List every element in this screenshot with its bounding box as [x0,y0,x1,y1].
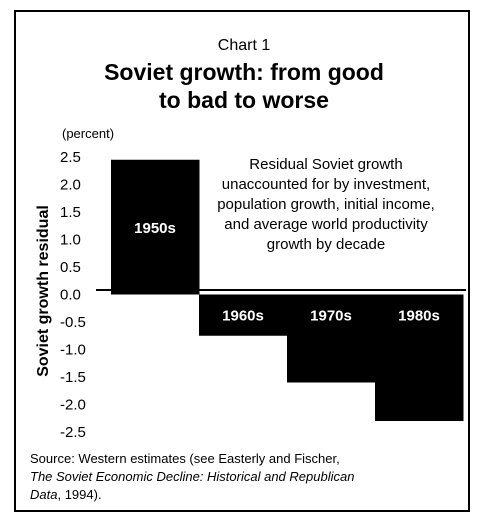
bar-1960s [199,294,288,336]
y-axis-ticks: 2.5 2.0 1.5 1.0 0.5 0.0 -0.5 -1.0 -1.5 -2.0 -2.5 [60,149,86,441]
y-tick-label: 0.5 [60,259,81,276]
bar-1980s [375,294,464,421]
y-tick-label: 2.5 [60,149,81,166]
y-tick-label: -0.5 [60,314,86,331]
bar-label-1960s: 1960s [222,308,264,325]
bar-label-1970s: 1970s [310,308,352,325]
bar-label-1980s: 1980s [398,308,440,325]
bar-1950s [111,159,200,295]
chart-title-line-2: to bad to worse [159,87,329,113]
annotation: Residual Soviet growth unaccounted for by… [217,156,435,253]
chart-title-line-1: Soviet growth: from good [104,59,384,85]
annotation-line: and average world productivity [224,216,428,233]
y-tick-label: -1.5 [60,369,86,386]
bar-label-1950s: 1950s [134,220,176,237]
source-prefix: Source: Western estimates (see Easterly … [30,451,340,466]
chart-frame [14,10,470,512]
chart-number: Chart 1 [218,37,271,54]
source-note: Source: Western estimates (see Easterly … [30,450,460,504]
y-tick-label: 1.5 [60,204,81,221]
bars [111,159,464,421]
source-suffix: , 1994). [57,487,102,502]
y-tick-label: 2.0 [60,177,81,194]
unit-label: (percent) [62,126,114,141]
y-tick-label: 0.0 [60,287,81,304]
y-tick-label: 1.0 [60,232,81,249]
y-axis-label: Soviet growth residual [35,205,52,377]
annotation-line: unaccounted for by investment, [222,176,430,193]
bar-labels: 1950s 1960s 1970s 1980s [134,220,440,324]
y-tick-label: -2.0 [60,397,86,414]
annotation-line: growth by decade [267,236,385,253]
annotation-line: Residual Soviet growth [249,156,402,173]
annotation-line: population growth, initial income, [217,196,435,213]
source-italic: The Soviet Economic Decline: Historical … [30,469,355,484]
y-tick-label: -2.5 [60,424,86,441]
bar-1970s [287,294,376,383]
source-italic-end: Data [30,487,58,502]
y-tick-label: -1.0 [60,342,86,359]
